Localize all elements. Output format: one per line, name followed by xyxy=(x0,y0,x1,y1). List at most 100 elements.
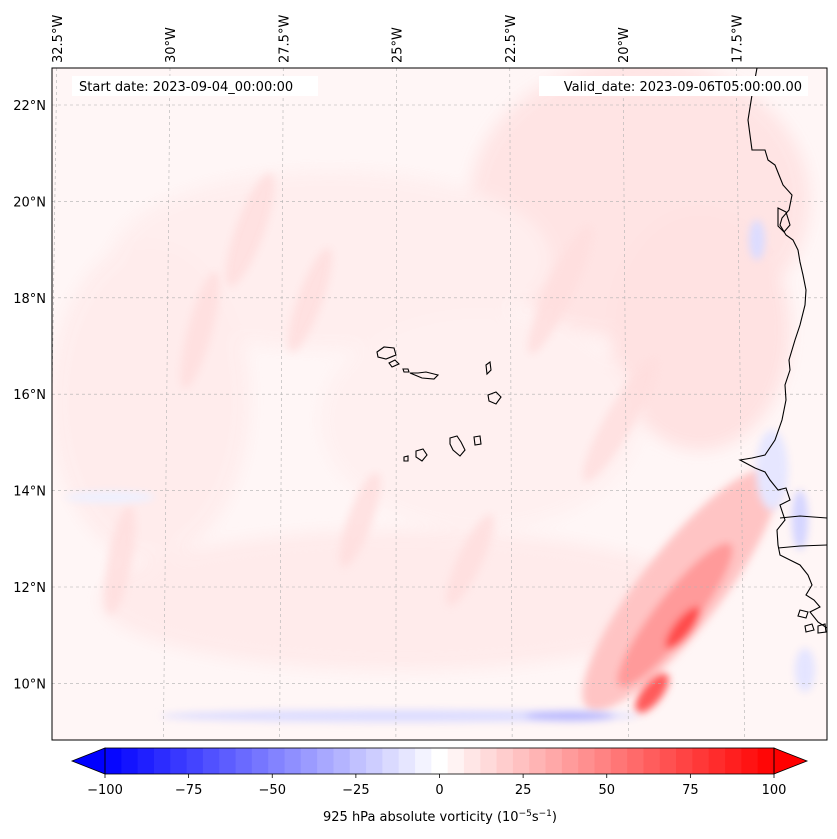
island-santo-antao xyxy=(376,346,397,360)
latitude-label: 14°N xyxy=(13,485,46,500)
latitude-label: 20°N xyxy=(13,195,46,210)
vorticity-filament xyxy=(446,514,494,606)
negative-vorticity-core xyxy=(525,711,615,721)
vorticity-filament xyxy=(180,271,220,389)
valid-date-box xyxy=(539,76,808,96)
colorbar-cell xyxy=(137,748,155,774)
colorbar-extend-low xyxy=(70,747,106,775)
colorbar-title: 925 hPa absolute vorticity (10−5s−1) xyxy=(323,809,557,825)
colorbar-cell xyxy=(561,748,579,774)
island-maio xyxy=(473,435,482,446)
colorbar-cell xyxy=(578,748,596,774)
negative-vorticity-coast xyxy=(749,220,765,260)
coastline-bijagos xyxy=(804,623,815,633)
start-date-label: Start date: 2023-09-04_00:00:00 xyxy=(79,80,293,95)
colorbar-cell xyxy=(268,748,285,774)
colorbar-cell xyxy=(512,748,530,774)
map-panel: Start date: 2023-09-04_00:00:00 Valid_da… xyxy=(51,67,828,741)
colorbar-cell xyxy=(676,748,693,774)
longitude-label: 32.5°W xyxy=(51,15,66,63)
colorbar-cell xyxy=(170,748,188,774)
longitude-gridline xyxy=(279,68,284,740)
colorbar-cell xyxy=(627,748,644,774)
colorbar-cell xyxy=(545,748,563,774)
coastline-bijagos xyxy=(817,623,827,634)
colorbar-cell xyxy=(382,748,400,774)
negative-vorticity-patch xyxy=(65,491,155,503)
colorbar-tick-label: 100 xyxy=(762,783,787,798)
longitude-gridline xyxy=(509,68,513,740)
vorticity-filament xyxy=(225,173,275,287)
island-santa-luzia xyxy=(402,368,410,373)
island-santiago xyxy=(449,435,466,457)
latitude-label: 16°N xyxy=(13,388,46,403)
vorticity-max-south xyxy=(635,673,669,713)
start-date-box xyxy=(72,76,318,96)
map-frame xyxy=(51,67,828,741)
colorbar-cell xyxy=(757,748,775,774)
vorticity-patch-east xyxy=(610,210,790,450)
colorbar-cell xyxy=(366,748,383,774)
colorbar-cell xyxy=(121,748,139,774)
longitude-gridline xyxy=(735,68,745,740)
colorbar-cell xyxy=(594,748,612,774)
colorbar: −100 −75 −50 −25 0 25 50 75 100 925 hPa absolute… xyxy=(70,747,809,825)
island-brava xyxy=(403,455,409,462)
colorbar-tick-label: −75 xyxy=(175,783,202,798)
colorbar-cell xyxy=(105,748,122,774)
vorticity-filament xyxy=(528,226,592,354)
colorbar-cell xyxy=(480,748,498,774)
coastline-banc-arguin xyxy=(777,207,791,233)
colorbar-cell xyxy=(398,748,416,774)
longitude-label: 30°W xyxy=(164,27,179,63)
longitude-label: 17.5°W xyxy=(730,15,745,63)
longitude-label: 22.5°W xyxy=(504,15,519,63)
vorticity-patch-west xyxy=(52,240,250,560)
vorticity-field xyxy=(52,68,815,722)
vorticity-band-mid xyxy=(617,543,733,687)
longitude-label: 20°W xyxy=(617,27,632,63)
colorbar-cell xyxy=(349,748,367,774)
longitude-gridline xyxy=(395,68,397,740)
longitude-labels: 32.5°W 30°W 27.5°W 25°W 22.5°W 20°W 17.5°W xyxy=(51,15,746,63)
coastline-bijagos xyxy=(797,609,809,619)
island-fogo xyxy=(415,448,428,462)
colorbar-cells xyxy=(105,748,775,774)
colorbar-cell xyxy=(692,748,710,774)
colorbar-cell xyxy=(235,748,253,774)
colorbar-cell xyxy=(219,748,237,774)
colorbar-tick-label: 0 xyxy=(435,783,443,798)
vorticity-filament xyxy=(339,472,381,568)
negative-vorticity-coast xyxy=(795,648,815,692)
vorticity-patch-south xyxy=(100,530,700,670)
coastline-casamance xyxy=(777,544,827,549)
vorticity-max-north xyxy=(665,606,701,650)
colorbar-tick-label: −50 xyxy=(259,783,286,798)
colorbar-cell xyxy=(153,748,171,774)
colorbar-tick-label: −25 xyxy=(342,783,369,798)
colorbar-cell xyxy=(447,748,465,774)
valid-date-label: Valid_date: 2023-09-06T05:00:00.00 xyxy=(564,80,802,95)
island-boa-vista xyxy=(487,391,502,405)
colorbar-cell xyxy=(284,748,302,774)
vorticity-filament xyxy=(582,358,658,482)
negative-vorticity-strip xyxy=(160,710,640,722)
colorbar-cell xyxy=(463,748,481,774)
colorbar-cell xyxy=(643,748,661,774)
colorbar-tick-label: 50 xyxy=(598,783,615,798)
gridlines xyxy=(52,68,827,740)
island-sao-vicente xyxy=(388,359,400,368)
vorticity-filament xyxy=(288,248,332,352)
colorbar-tick-label: 25 xyxy=(515,783,532,798)
colorbar-cell xyxy=(333,748,351,774)
colorbar-cell xyxy=(186,748,204,774)
latitude-label: 12°N xyxy=(13,581,46,596)
colorbar-extend-high xyxy=(773,747,809,775)
coastlines xyxy=(376,68,827,634)
vorticity-patch-center xyxy=(320,310,640,530)
negative-vorticity-coast xyxy=(792,490,808,550)
colorbar-cell xyxy=(317,748,334,774)
coastline-west-africa xyxy=(738,68,827,629)
colorbar-cell xyxy=(496,748,514,774)
colorbar-cell xyxy=(202,748,220,774)
